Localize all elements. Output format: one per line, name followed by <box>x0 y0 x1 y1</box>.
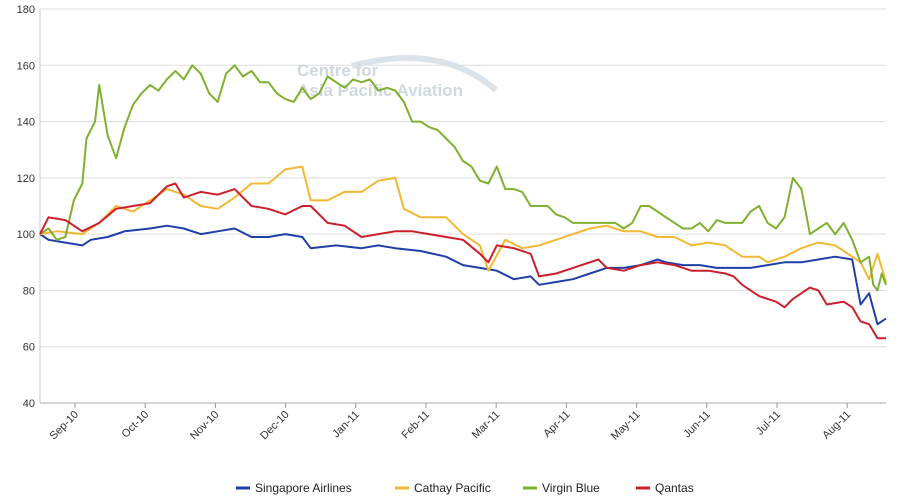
legend-label: Singapore Airlines <box>255 481 352 495</box>
x-axis-ticks: Sep-10 Oct-10 Nov-10 Dec-10 Jan-11 Feb-11 Mar-… <box>48 403 853 443</box>
watermark-line-1: Centre for <box>297 61 379 80</box>
x-tick-label: Jul-11 <box>754 409 783 438</box>
legend: Singapore Airlines Cathay Pacific Virgin B… <box>236 481 694 495</box>
grid-lines <box>39 8 886 404</box>
x-tick-label: Apr-11 <box>541 409 572 440</box>
x-tick-label: May-11 <box>609 409 643 443</box>
y-tick-label: 160 <box>17 60 35 72</box>
y-tick-label: 120 <box>17 173 35 185</box>
y-tick-label: 60 <box>23 342 35 354</box>
series-line-singapore-airlines <box>39 224 887 326</box>
x-tick-label: Dec-10 <box>258 409 292 443</box>
series-line-virgin-blue <box>39 64 887 292</box>
y-tick-label: 100 <box>17 229 35 241</box>
legend-label: Virgin Blue <box>542 481 600 495</box>
y-tick-label: 40 <box>23 398 35 410</box>
x-tick-label: Sep-10 <box>48 409 82 443</box>
y-tick-label: 80 <box>23 285 35 297</box>
x-tick-label: Jan-11 <box>330 409 362 441</box>
x-tick-label: Mar-11 <box>470 409 503 442</box>
y-axis-ticks: 40 60 80 100 120 140 160 180 <box>17 4 35 410</box>
y-tick-label: 140 <box>17 117 35 129</box>
watermark-swoosh <box>351 55 498 93</box>
legend-label: Qantas <box>655 481 694 495</box>
x-tick-label: Nov-10 <box>188 409 222 443</box>
y-tick-label: 180 <box>17 4 35 16</box>
x-tick-label: Jun-11 <box>681 409 713 441</box>
legend-label: Cathay Pacific <box>414 481 491 495</box>
x-tick-label: Feb-11 <box>400 409 433 442</box>
x-tick-label: Aug-11 <box>820 409 853 442</box>
series-lines <box>39 64 887 340</box>
series-line-qantas <box>39 182 886 340</box>
x-tick-label: Oct-10 <box>119 409 151 441</box>
